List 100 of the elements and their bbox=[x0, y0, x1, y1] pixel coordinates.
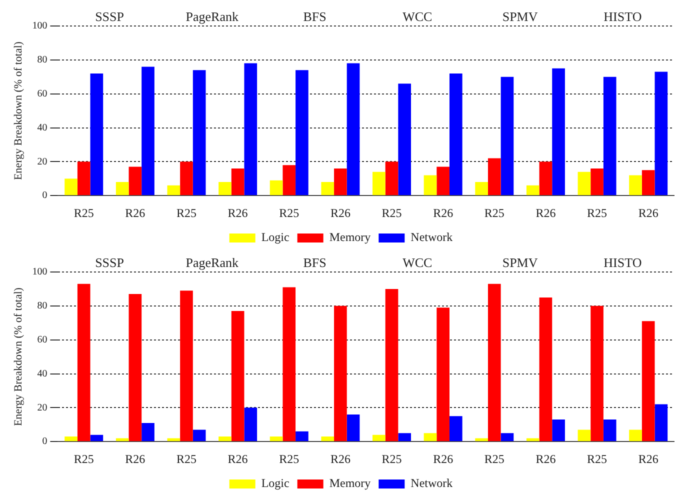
text: SPMV bbox=[502, 254, 538, 270]
bar bbox=[590, 306, 604, 442]
y-tick-label: 40 bbox=[37, 122, 48, 134]
bar bbox=[424, 433, 437, 442]
y-tick-label: 20 bbox=[37, 156, 48, 168]
bar bbox=[552, 68, 565, 196]
x-tick-label: R25 bbox=[484, 452, 504, 466]
legend-label: Memory bbox=[329, 230, 371, 244]
y-tick-label: 100 bbox=[32, 266, 48, 278]
bar bbox=[603, 420, 616, 442]
text: BFS bbox=[303, 8, 326, 24]
x-tick-label: R26 bbox=[330, 452, 350, 466]
bar bbox=[180, 162, 193, 196]
bar bbox=[642, 170, 655, 196]
bar bbox=[116, 438, 129, 442]
bar bbox=[321, 182, 334, 196]
text: PageRank bbox=[186, 254, 239, 270]
y-tick-label: 60 bbox=[37, 88, 48, 100]
bar bbox=[629, 430, 642, 442]
y-axis-title: Energy Breakdown (% of total) bbox=[12, 287, 24, 426]
text: WCC bbox=[402, 254, 432, 270]
bar bbox=[385, 288, 398, 442]
bar bbox=[346, 63, 360, 196]
text: SSSP bbox=[95, 8, 124, 24]
bar bbox=[526, 438, 540, 442]
bar bbox=[552, 420, 565, 442]
bar bbox=[488, 284, 501, 442]
bar bbox=[436, 166, 450, 196]
bar bbox=[167, 185, 180, 196]
y-tick-label: 0 bbox=[42, 190, 48, 202]
bar bbox=[321, 436, 334, 442]
bar bbox=[372, 434, 386, 442]
bar bbox=[231, 311, 244, 442]
bar bbox=[167, 438, 180, 442]
bar bbox=[436, 308, 450, 442]
bar bbox=[398, 84, 411, 196]
bar bbox=[270, 180, 283, 196]
text: HISTO bbox=[604, 254, 642, 270]
bar bbox=[449, 416, 462, 442]
legend-label: Network bbox=[410, 230, 453, 244]
x-tick-label: R26 bbox=[330, 206, 350, 220]
bar bbox=[629, 175, 642, 196]
bar bbox=[192, 430, 206, 442]
x-tick-label: R25 bbox=[176, 452, 196, 466]
bar bbox=[192, 70, 206, 196]
x-tick-label: R26 bbox=[125, 452, 146, 466]
x-tick-label: R25 bbox=[74, 206, 94, 220]
bar bbox=[346, 414, 360, 442]
x-tick-label: R25 bbox=[587, 452, 608, 466]
x-tick-label: R26 bbox=[228, 452, 248, 466]
y-tick-label: 80 bbox=[37, 54, 48, 66]
y-tick-label: 100 bbox=[32, 20, 48, 32]
x-tick-label: R26 bbox=[433, 452, 454, 466]
bar bbox=[64, 436, 78, 442]
bar bbox=[578, 172, 591, 196]
x-tick-label: R25 bbox=[382, 452, 402, 466]
x-tick-label: R26 bbox=[125, 206, 146, 220]
bar bbox=[449, 73, 462, 196]
bar bbox=[578, 430, 591, 442]
text: WCC bbox=[402, 8, 432, 24]
x-tick-label: R25 bbox=[382, 206, 402, 220]
text: HISTO bbox=[604, 8, 642, 24]
y-tick-label: 40 bbox=[37, 368, 48, 380]
bar bbox=[128, 294, 142, 442]
bar bbox=[654, 72, 668, 196]
bar bbox=[218, 436, 232, 442]
bar bbox=[218, 182, 232, 196]
bar bbox=[270, 436, 283, 442]
y-tick-label: 60 bbox=[37, 334, 48, 346]
bar bbox=[500, 433, 514, 442]
x-tick-label: R25 bbox=[587, 206, 608, 220]
x-tick-label: R25 bbox=[176, 206, 196, 220]
bar bbox=[385, 162, 398, 196]
bar bbox=[590, 168, 604, 196]
bar bbox=[244, 408, 258, 442]
legend-label: Logic bbox=[261, 476, 290, 490]
bar bbox=[90, 73, 104, 196]
bar bbox=[116, 182, 129, 196]
bar bbox=[475, 438, 488, 442]
legend-label: Logic bbox=[261, 230, 290, 244]
bar bbox=[180, 290, 193, 442]
x-tick-label: R25 bbox=[279, 206, 300, 220]
text: BFS bbox=[303, 254, 326, 270]
bar bbox=[296, 431, 308, 442]
y-axis-title: Energy Breakdown (% of total) bbox=[12, 41, 24, 180]
text: SPMV bbox=[502, 8, 538, 24]
bar bbox=[282, 165, 296, 196]
bar bbox=[398, 433, 411, 442]
x-tick-label: R26 bbox=[638, 452, 658, 466]
bar bbox=[64, 178, 78, 196]
bar bbox=[282, 287, 296, 442]
x-tick-label: R26 bbox=[536, 206, 556, 220]
x-tick-label: R26 bbox=[228, 206, 248, 220]
bar bbox=[539, 297, 552, 442]
legend-label: Memory bbox=[329, 476, 371, 490]
bar bbox=[334, 306, 347, 442]
bar bbox=[372, 172, 386, 196]
y-tick-label: 0 bbox=[42, 436, 48, 448]
bar bbox=[539, 162, 552, 196]
bar bbox=[526, 185, 540, 196]
